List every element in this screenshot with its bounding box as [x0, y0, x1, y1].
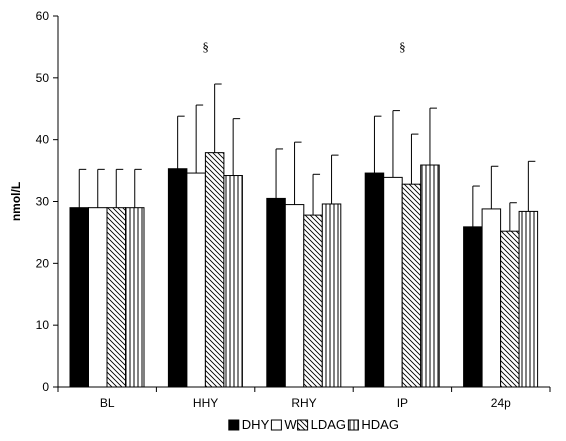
x-tick-label: RHY	[291, 396, 316, 410]
bar-DHY-24p	[463, 226, 483, 388]
y-tick-label: 60	[36, 9, 50, 23]
y-tick-label: 40	[36, 133, 50, 147]
y-tick-label: 30	[36, 195, 50, 209]
bar-HDAG-IP	[420, 164, 440, 388]
legend-swatch-HDAG	[347, 419, 359, 431]
bar-HDAG-HHY	[223, 175, 243, 388]
x-tick-label: IP	[397, 396, 408, 410]
plot-area: 0 10 20 30 40 50 60 BL HHY RHY IP 24p nmol/L § §	[9, 9, 551, 410]
bar-W-BL	[88, 207, 108, 388]
bar-W-24p	[481, 208, 502, 388]
y-tick-label: 10	[36, 318, 50, 332]
bar-LDAG-24p	[500, 230, 520, 388]
bar-DHY-RHY	[266, 197, 286, 388]
bar-LDAG-RHY	[303, 214, 323, 388]
bar-HDAG-RHY	[321, 203, 342, 388]
y-axis-title: nmol/L	[9, 182, 23, 221]
bar-W-IP	[383, 176, 403, 388]
bar-DHY-HHY	[167, 168, 188, 388]
bar-W-HHY	[186, 172, 206, 388]
bar-LDAG-IP	[401, 183, 422, 388]
bar-DHY-IP	[364, 172, 385, 388]
legend-swatch-DHY	[228, 419, 240, 431]
legend-label-LDAG: LDAG	[311, 417, 346, 432]
bar-HDAG-BL	[125, 207, 145, 388]
x-tick-label: HHY	[193, 396, 218, 410]
legend-label-DHY: DHY	[242, 417, 270, 432]
bar-LDAG-HHY	[204, 152, 225, 388]
legend-swatch-LDAG	[297, 419, 309, 431]
y-tick-label: 50	[36, 71, 50, 85]
legend: DHY W LDAG HDAG	[228, 417, 399, 432]
legend-swatch-W	[270, 419, 282, 431]
bar-DHY-BL	[69, 207, 89, 388]
bar-W-RHY	[284, 204, 305, 388]
x-tick-label: BL	[100, 396, 115, 410]
significance-annotation: §	[202, 39, 209, 54]
y-tick-label: 0	[42, 380, 49, 394]
significance-annotation: §	[399, 39, 406, 54]
legend-label-W: W	[284, 417, 297, 432]
legend-label-HDAG: HDAG	[361, 417, 399, 432]
bar-HDAG-24p	[518, 210, 539, 388]
y-tick-label: 20	[36, 256, 50, 270]
x-tick-label: 24p	[491, 396, 511, 410]
bar-LDAG-BL	[106, 207, 126, 388]
